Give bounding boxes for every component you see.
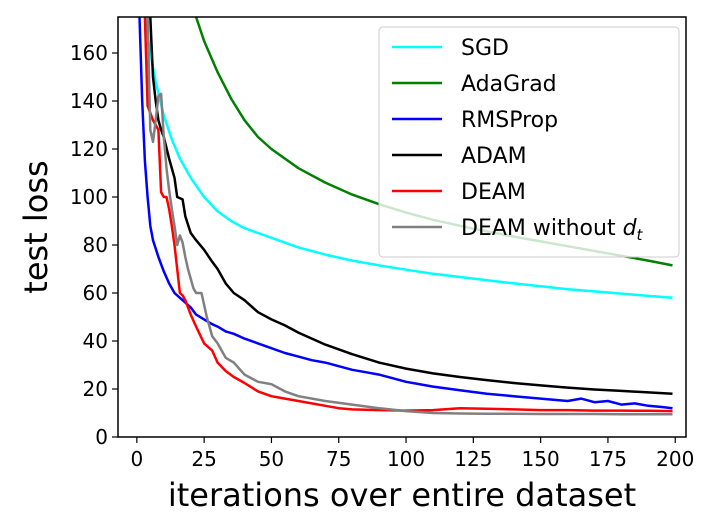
x-tick-label: 50 bbox=[259, 447, 284, 471]
axis-ticks: 0 25 50 75 100 125 150 175 200 0 20 40 60 80 100 120 140… bbox=[70, 41, 695, 471]
x-tick-label: 25 bbox=[191, 447, 216, 471]
legend-label-1: AdaGrad bbox=[461, 72, 557, 97]
legend-label-2: RMSProp bbox=[461, 108, 558, 133]
axes-frame bbox=[117, 16, 687, 438]
legend-label-3: ADAM bbox=[461, 144, 527, 169]
y-tick-label: 80 bbox=[83, 233, 108, 257]
y-tick-label: 160 bbox=[70, 41, 108, 65]
legend: SGD AdaGrad RMSProp ADAM DEAM DEAM without dt bbox=[378, 26, 680, 258]
y-axis-title: test loss bbox=[17, 160, 55, 293]
y-tick-label: 0 bbox=[95, 425, 108, 449]
series-line-3 bbox=[149, 17, 673, 396]
x-tick-label: 75 bbox=[326, 447, 351, 471]
legend-box bbox=[378, 26, 680, 258]
x-tick-label: 125 bbox=[454, 447, 492, 471]
y-tick-label: 20 bbox=[83, 377, 108, 401]
x-tick-label: 0 bbox=[130, 447, 143, 471]
series-line-2 bbox=[138, 17, 673, 410]
legend-label-4: DEAM bbox=[461, 180, 526, 205]
x-tick-label: 200 bbox=[656, 447, 694, 471]
series-line-5 bbox=[146, 17, 673, 416]
x-tick-label: 175 bbox=[589, 447, 627, 471]
series-line-4 bbox=[143, 17, 673, 413]
series-line-0 bbox=[143, 17, 673, 300]
y-tick-label: 120 bbox=[70, 137, 108, 161]
plot-area bbox=[138, 17, 673, 416]
x-tick-label: 100 bbox=[387, 447, 425, 471]
legend-label-5: DEAM without dt bbox=[461, 216, 644, 244]
legend-label-0: SGD bbox=[461, 36, 509, 61]
y-tick-label: 60 bbox=[83, 281, 108, 305]
y-tick-label: 140 bbox=[70, 89, 108, 113]
x-axis-title: iterations over entire dataset bbox=[168, 476, 636, 514]
y-tick-label: 100 bbox=[70, 185, 108, 209]
y-tick-label: 40 bbox=[83, 329, 108, 353]
x-tick-label: 150 bbox=[522, 447, 560, 471]
